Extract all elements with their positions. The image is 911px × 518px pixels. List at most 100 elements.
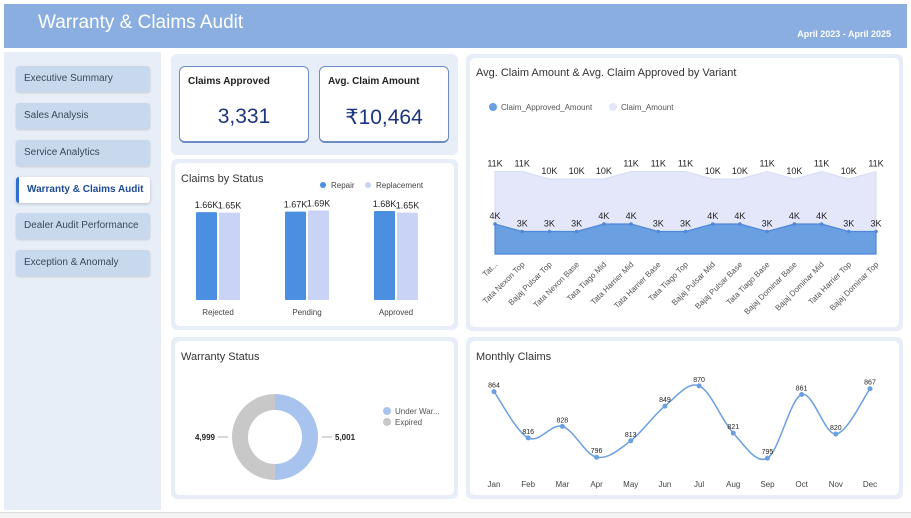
variant-chart-card: Avg. Claim Amount & Avg. Claim Approved … <box>470 58 899 327</box>
date-range-label: April 2023 - April 2025 <box>797 29 891 39</box>
data-label-claim-amount: 10K <box>841 166 857 176</box>
x-tick-label: Tat... <box>481 260 500 279</box>
data-label-claim-approved: 3K <box>762 219 773 229</box>
data-label: 861 <box>796 386 808 393</box>
sidebar-item-service-analytics[interactable]: Service Analytics <box>16 140 150 166</box>
data-label-claim-amount: 11K <box>868 159 883 169</box>
data-label-claim-approved: 4K <box>626 211 637 221</box>
donut-value-label: 4,999 <box>195 433 216 442</box>
monthly-claims-panel: Monthly Claims 864 Jan 816 Feb 828 Mar 796 Apr 8… <box>466 337 903 499</box>
data-label: 867 <box>864 380 876 387</box>
line-monthly-claims <box>493 384 871 461</box>
bar-repair-rejected <box>196 212 217 300</box>
data-label-claim-amount: 11K <box>814 159 829 169</box>
sidebar-item-warranty-claims-audit[interactable]: Warranty & Claims Audit <box>16 177 150 203</box>
legend-label: Expired <box>395 418 422 427</box>
point-claim-approved <box>656 229 661 234</box>
x-tick-label: Bajaj Dominar Top <box>828 260 881 313</box>
data-label: 828 <box>557 417 569 424</box>
data-label-claim-approved: 3K <box>653 219 664 229</box>
kpi-label: Avg. Claim Amount <box>328 76 420 87</box>
point-monthly-claims <box>525 435 531 441</box>
variant-area-chart: Claim_Approved_Amount Claim_Amount 4K 11K Ta… <box>481 103 884 316</box>
kpi-label: Claims Approved <box>188 76 270 87</box>
data-label-claim-approved: 3K <box>517 219 528 229</box>
point-claim-approved <box>738 222 742 226</box>
data-label-claim-approved: 3K <box>870 219 881 229</box>
data-label-claim-approved: 3K <box>680 219 691 229</box>
warranty-status-panel: Warranty Status 5,001 4,999 Under War... Ex… <box>171 337 458 499</box>
point-claim-approved <box>874 229 878 234</box>
point-claim-approved <box>710 222 715 226</box>
bar-repair-pending <box>285 211 306 300</box>
data-label: 864 <box>488 383 500 390</box>
chart-title: Monthly Claims <box>476 351 552 363</box>
bar-replacement-rejected <box>219 212 240 300</box>
bar-value-label: 1.65K <box>396 201 420 211</box>
x-tick-label: May <box>623 480 638 489</box>
legend-marker-replacement <box>365 182 371 188</box>
claims-by-status-card: Claims by Status Repair Replacement 1.66K 1… <box>175 163 454 326</box>
data-label-claim-amount: 11K <box>487 159 502 169</box>
kpi-panel: Claims Approved 3,331 Avg. Claim Amount … <box>171 54 458 155</box>
legend-marker <box>383 418 391 426</box>
chart-title: Warranty Status <box>181 351 260 363</box>
point-claim-approved <box>574 229 579 234</box>
legend-label-repair: Repair <box>331 181 355 190</box>
x-tick-label: Jan <box>488 480 501 489</box>
legend-label-replacement: Replacement <box>376 181 424 190</box>
data-label-claim-amount: 11K <box>651 159 666 169</box>
point-claim-approved <box>765 229 769 234</box>
x-tick-label: Tata Harrier Base <box>612 260 663 311</box>
data-label-claim-amount: 10K <box>569 166 585 176</box>
data-label: 795 <box>762 449 774 456</box>
point-monthly-claims <box>799 392 805 398</box>
legend-label: Under War... <box>395 407 440 416</box>
bar-value-label: 1.65K <box>218 201 242 211</box>
sidebar-item-exception-anomaly[interactable]: Exception & Anomaly <box>16 250 150 276</box>
sidebar-item-sales-analysis[interactable]: Sales Analysis <box>16 103 150 129</box>
area-claim-approved <box>494 223 877 255</box>
data-label-claim-approved: 4K <box>816 211 827 221</box>
x-tick-label: Oct <box>795 480 808 489</box>
data-label-claim-amount: 10K <box>596 166 612 176</box>
point-claim-approved <box>629 222 633 226</box>
legend-label-claim-amount: Claim_Amount <box>621 103 674 112</box>
data-label-claim-approved: 4K <box>598 211 609 221</box>
data-label: 813 <box>625 432 637 439</box>
point-claim-approved <box>683 229 688 234</box>
sidebar-item-dealer-audit-performance[interactable]: Dealer Audit Performance <box>16 213 150 239</box>
point-claim-approved <box>602 222 606 226</box>
data-label-claim-amount: 11K <box>623 159 638 169</box>
data-label-claim-amount: 10K <box>786 166 802 176</box>
point-monthly-claims <box>696 383 702 389</box>
page-title: Warranty & Claims Audit <box>38 12 244 33</box>
x-tick-label: Nov <box>829 480 843 489</box>
x-tick-label: Rejected <box>202 308 234 317</box>
point-monthly-claims <box>628 438 634 444</box>
kpi-value: ₹10,464 <box>345 106 423 129</box>
data-label: 816 <box>522 429 534 436</box>
sidebar-item-executive-summary[interactable]: Executive Summary <box>16 66 150 92</box>
point-claim-approved <box>792 222 797 226</box>
data-label-claim-approved: 3K <box>571 219 582 229</box>
legend-marker <box>383 407 391 415</box>
warranty-status-card: Warranty Status 5,001 4,999 Under War... Ex… <box>175 341 454 495</box>
monthly-claims-chart: 864 Jan 816 Feb 828 Mar 796 Apr 813 May 849 Jun 870 J… <box>488 377 878 489</box>
bar-value-label: 1.68K <box>373 199 397 209</box>
kpi-card-avg-claim-amount: Avg. Claim Amount ₹10,464 <box>319 66 449 143</box>
point-monthly-claims <box>867 386 873 392</box>
data-label: 821 <box>727 424 739 431</box>
data-label: 849 <box>659 397 671 404</box>
point-monthly-claims <box>833 431 839 437</box>
legend-marker-claim-approved <box>489 103 497 111</box>
data-label-claim-approved: 4K <box>707 211 718 221</box>
variant-chart-panel: Avg. Claim Amount & Avg. Claim Approved … <box>466 54 903 331</box>
donut-value-label: 5,001 <box>335 433 356 442</box>
data-label-claim-approved: 3K <box>843 219 854 229</box>
x-tick-label: Aug <box>726 480 740 489</box>
kpi-card-claims-approved: Claims Approved 3,331 <box>179 66 309 143</box>
warranty-status-chart: 5,001 4,999 Under War... Expired <box>195 394 440 480</box>
dashboard-header: Warranty & Claims Audit April 2023 - Apr… <box>4 4 907 48</box>
